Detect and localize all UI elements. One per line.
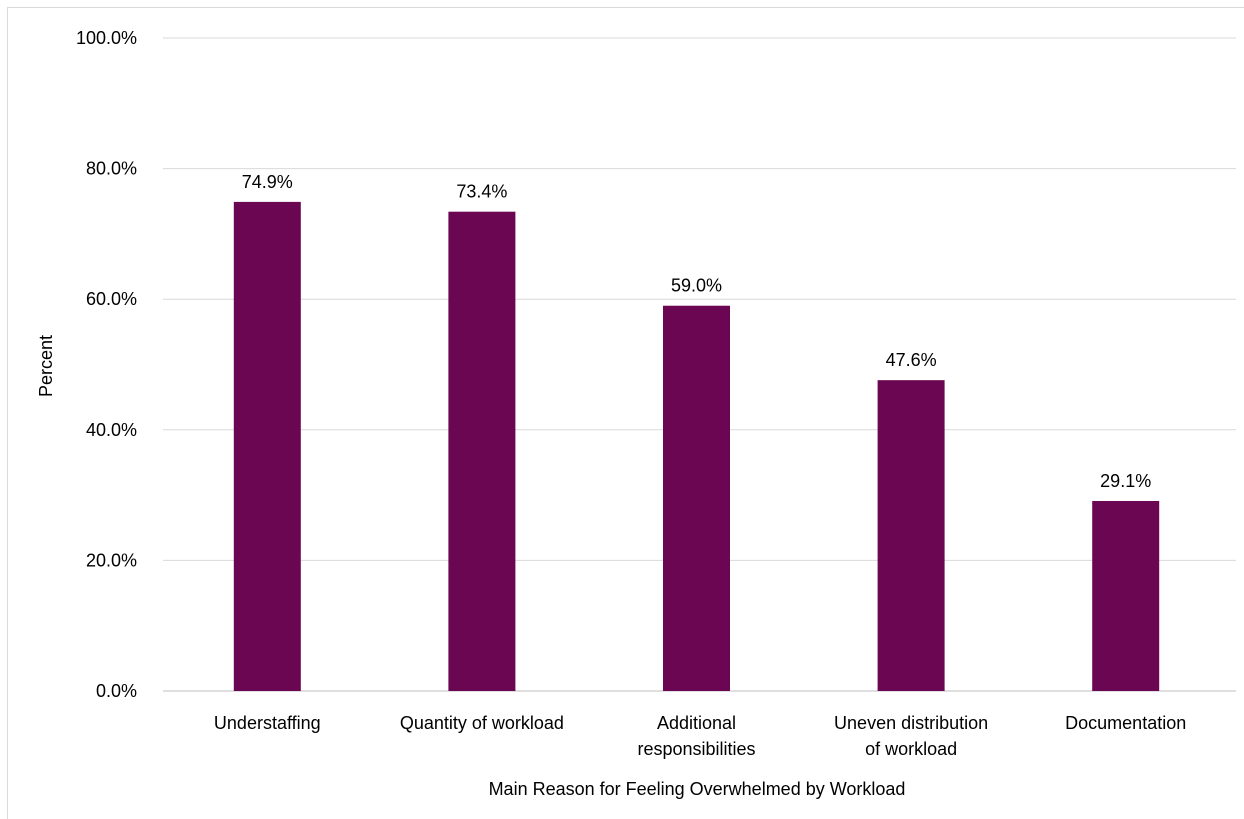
x-tick-label: Documentation: [1065, 713, 1186, 733]
x-tick-label: Additional responsibilities: [637, 713, 755, 759]
data-label: 59.0%: [671, 276, 722, 296]
data-label: 47.6%: [886, 350, 937, 370]
chart-frame: [7, 7, 1244, 819]
y-axis-title: Percent: [36, 335, 56, 397]
x-axis-title: Main Reason for Feeling Overwhelmed by W…: [489, 779, 906, 799]
data-label: 74.9%: [242, 172, 293, 192]
data-labels: 74.9% 73.4% 59.0% 47.6% 29.1%: [242, 172, 1151, 491]
x-tick-label: Understaffing: [214, 713, 321, 733]
bar: [448, 211, 516, 691]
bar: [877, 380, 945, 691]
y-tick-label: 80.0%: [86, 159, 137, 179]
bars: [233, 201, 1160, 691]
bar: [233, 201, 301, 691]
y-tick-label: 100.0%: [76, 28, 137, 48]
y-tick-label: 0.0%: [96, 681, 137, 701]
y-axis-ticks: 0.0% 20.0% 40.0% 60.0% 80.0% 100.0%: [76, 28, 137, 701]
x-axis-categories: Understaffing Quantity of workload Additio…: [214, 713, 1186, 759]
y-tick-label: 60.0%: [86, 289, 137, 309]
x-tick-label: Quantity of workload: [400, 713, 564, 733]
x-tick-label: Uneven distribution of workload: [834, 713, 988, 759]
bar: [1092, 500, 1160, 691]
bar: [663, 305, 730, 691]
y-tick-label: 20.0%: [86, 550, 137, 570]
data-label: 29.1%: [1100, 471, 1151, 491]
data-label: 73.4%: [456, 182, 507, 202]
y-tick-label: 40.0%: [86, 420, 137, 440]
